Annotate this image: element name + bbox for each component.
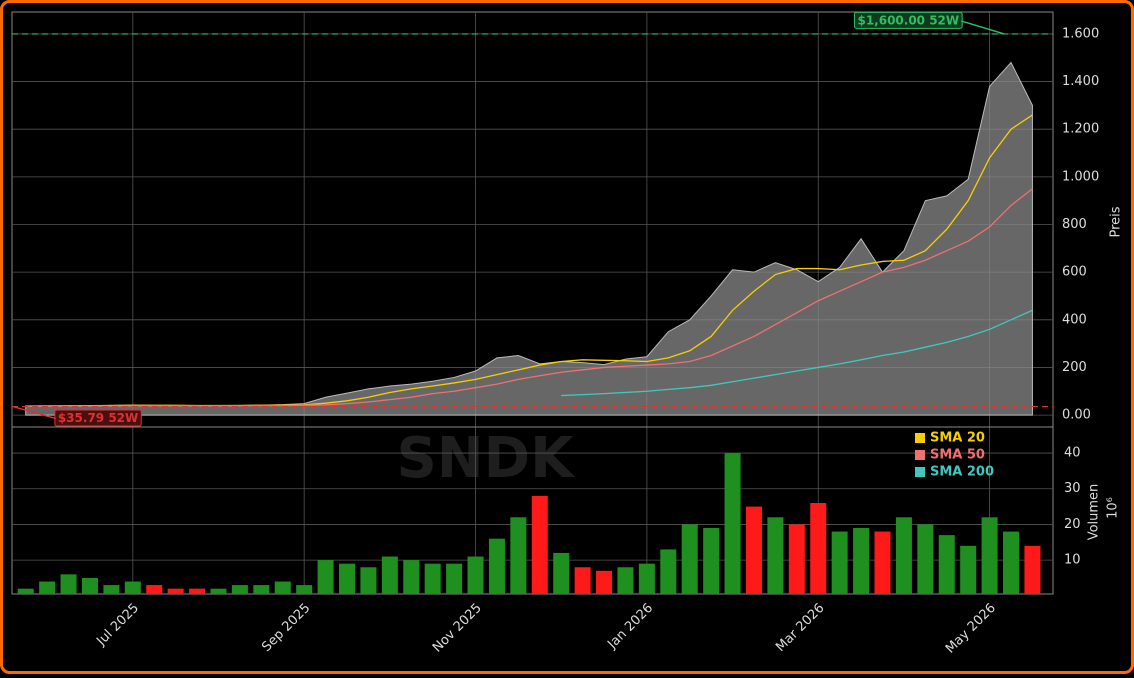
volume-bar bbox=[831, 531, 848, 594]
y-tick-label: 600 bbox=[1062, 265, 1087, 280]
volume-bar bbox=[810, 503, 827, 594]
annotation-box bbox=[853, 11, 963, 29]
y-tick-label: 0.00 bbox=[1062, 408, 1091, 423]
legend-swatch bbox=[915, 467, 925, 477]
y-tick-label: 1.600 bbox=[1062, 26, 1099, 41]
volume-bar bbox=[981, 517, 998, 594]
volume-bar bbox=[767, 517, 784, 594]
volume-bar bbox=[274, 581, 291, 594]
volume-bar bbox=[938, 535, 955, 594]
volume-bar bbox=[339, 563, 356, 594]
volume-tick-label: 20 bbox=[1064, 517, 1081, 532]
volume-bar bbox=[488, 538, 505, 594]
volume-bar bbox=[617, 567, 634, 594]
volume-bar bbox=[724, 453, 741, 594]
volume-bar bbox=[167, 588, 184, 594]
volume-bar bbox=[210, 588, 227, 594]
watermark: SNDK bbox=[396, 426, 576, 491]
volume-bar bbox=[681, 524, 698, 594]
volume-bar bbox=[745, 506, 762, 594]
y-tick-label: 1.000 bbox=[1062, 169, 1099, 184]
y-axis-label: Preis bbox=[1109, 206, 1124, 237]
volume-bar bbox=[874, 531, 891, 594]
volume-bar bbox=[231, 585, 248, 594]
volume-bar bbox=[446, 563, 463, 594]
legend-swatch bbox=[915, 433, 925, 443]
volume-bar bbox=[189, 588, 206, 594]
volume-bar bbox=[360, 567, 377, 594]
legend-label: SMA 50 bbox=[930, 448, 985, 463]
volume-tick-label: 30 bbox=[1064, 481, 1081, 496]
y-tick-label: 400 bbox=[1062, 312, 1087, 327]
legend-swatch bbox=[915, 450, 925, 460]
volume-bar bbox=[296, 585, 313, 594]
legend-label: SMA 200 bbox=[930, 465, 994, 480]
volume-bar bbox=[1003, 531, 1020, 594]
y-tick-label: 800 bbox=[1062, 217, 1087, 232]
volume-bar bbox=[146, 585, 163, 594]
volume-bar bbox=[596, 570, 613, 594]
volume-bar bbox=[424, 563, 441, 594]
volume-bar bbox=[60, 574, 77, 594]
volume-bar bbox=[317, 560, 334, 594]
volume-bar bbox=[381, 556, 398, 594]
volume-bar bbox=[660, 549, 677, 594]
volume-tick-label: 40 bbox=[1064, 446, 1081, 461]
volume-bar bbox=[1024, 545, 1041, 594]
volume-bar bbox=[17, 588, 34, 594]
volume-bar bbox=[788, 524, 805, 594]
annotation-label: $35.79 52W bbox=[58, 411, 138, 425]
sma-line bbox=[25, 188, 1033, 407]
volume-bar bbox=[853, 527, 870, 594]
volume-bar bbox=[467, 556, 484, 594]
volume-bar bbox=[124, 581, 141, 594]
legend-label: SMA 20 bbox=[930, 431, 985, 446]
volume-tick-label: 10 bbox=[1064, 553, 1081, 568]
annotation-arrow bbox=[12, 405, 57, 420]
volume-axis-label: Volumen bbox=[1087, 484, 1102, 541]
volume-multiplier: 10⁶ bbox=[1106, 497, 1121, 519]
volume-bar bbox=[253, 585, 270, 594]
volume-bar bbox=[638, 563, 655, 594]
volume-bar bbox=[895, 517, 912, 594]
volume-bar bbox=[39, 581, 56, 594]
volume-bar bbox=[81, 577, 98, 594]
volume-bar bbox=[703, 527, 720, 594]
annotation-label: $1,600.00 52W bbox=[857, 13, 959, 27]
volume-bar bbox=[960, 545, 977, 594]
volume-bar bbox=[403, 560, 420, 594]
volume-bar bbox=[553, 552, 570, 594]
y-tick-label: 1.400 bbox=[1062, 74, 1099, 89]
sma-line bbox=[561, 309, 1033, 397]
volume-bar bbox=[917, 524, 934, 594]
volume-bar bbox=[574, 567, 591, 594]
volume-bar bbox=[103, 585, 120, 594]
volume-bar bbox=[531, 495, 548, 594]
y-tick-label: 200 bbox=[1062, 360, 1087, 375]
y-tick-label: 1.200 bbox=[1062, 122, 1099, 137]
annotation-arrow bbox=[960, 20, 1005, 35]
volume-bar bbox=[510, 517, 527, 594]
